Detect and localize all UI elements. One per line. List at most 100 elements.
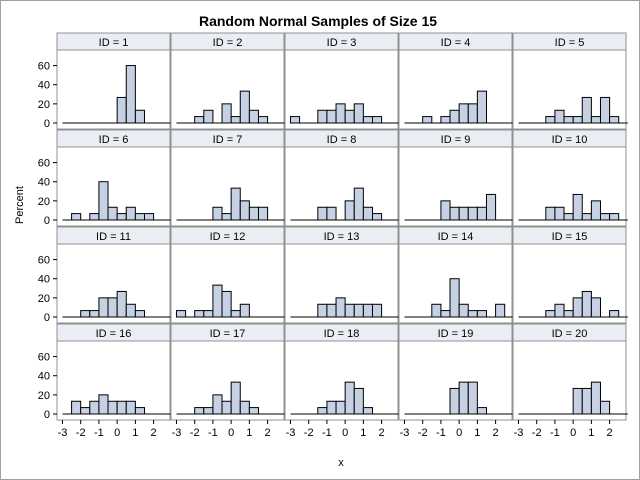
histogram-bar	[116, 290, 127, 318]
x-tick-label: -1	[322, 427, 332, 439]
histogram-bar	[609, 213, 620, 221]
histogram-bar	[362, 116, 373, 124]
histogram-bar	[485, 193, 497, 221]
histogram-bar	[221, 213, 232, 221]
histogram-bar	[554, 303, 565, 318]
x-tick-label: 0	[342, 427, 348, 439]
y-tick-label: 20	[38, 293, 50, 305]
histogram-bar	[326, 109, 337, 124]
y-tick-label: 60	[38, 61, 50, 73]
histogram-bar	[590, 116, 601, 124]
panel-13: ID = 13	[284, 226, 400, 324]
x-tick-label: -3	[514, 427, 524, 439]
panel-3: ID = 3	[284, 32, 400, 130]
x-tick-label: 1	[474, 427, 480, 439]
x-tick-label: 1	[132, 427, 138, 439]
panel-label: ID = 10	[552, 134, 588, 146]
x-tick-label: 0	[228, 427, 234, 439]
panel-label: ID = 2	[213, 37, 243, 49]
histogram-bar	[572, 297, 583, 318]
histogram-bar	[134, 310, 145, 318]
x-tick-label: -3	[286, 427, 296, 439]
histogram-bar	[248, 407, 259, 415]
x-tick-label: 0	[456, 427, 462, 439]
panel-label: ID = 11	[96, 231, 131, 243]
x-tick-label: 0	[570, 427, 576, 439]
histogram-bar	[563, 213, 574, 221]
histogram-bar	[581, 290, 592, 318]
x-tick-label: 2	[379, 427, 385, 439]
panel-label: ID = 14	[438, 231, 474, 243]
histogram-bar	[344, 303, 355, 318]
histogram-bar	[326, 206, 337, 221]
histogram-bar	[89, 400, 100, 415]
x-tick-label: -1	[436, 427, 446, 439]
x-tick-label: -2	[190, 427, 200, 439]
histogram-bar	[98, 181, 109, 221]
x-tick-label: 2	[493, 427, 499, 439]
histogram-bar	[353, 187, 364, 221]
histogram-bar	[326, 303, 337, 318]
histogram-bar	[590, 200, 601, 221]
histogram-bar	[554, 206, 565, 221]
histogram-bar	[440, 310, 451, 318]
histogram-bar	[248, 206, 259, 221]
panel-frame	[284, 146, 399, 227]
panel-19: ID = 19 -3 -2 -1 0 1 2	[398, 323, 514, 439]
chart-title: Random Normal Samples of Size 15	[199, 13, 437, 29]
histogram-bar	[80, 310, 91, 318]
x-tick-label: 1	[246, 427, 252, 439]
histogram-bar	[572, 116, 583, 124]
histogram-bar	[175, 310, 187, 318]
histogram-bar	[212, 394, 223, 415]
histogram-bar	[476, 310, 487, 318]
histogram-bar	[458, 103, 469, 124]
panel-label: ID = 17	[210, 328, 246, 340]
histogram-bar	[212, 284, 223, 318]
histogram-bar	[335, 297, 346, 318]
histogram-bar	[467, 103, 478, 124]
histogram-bar	[590, 297, 601, 318]
x-axis-label: x	[338, 457, 344, 469]
panel-label: ID = 9	[441, 134, 471, 146]
x-tick-label: 0	[114, 427, 120, 439]
histogram-bar	[125, 65, 136, 124]
histogram-bar	[353, 387, 364, 415]
y-tick-label: 20	[38, 390, 50, 402]
histogram-bar	[362, 303, 373, 318]
histogram-bar	[230, 187, 241, 221]
histogram-bar	[98, 297, 109, 318]
histogram-bar	[80, 407, 91, 415]
panel-label: ID = 16	[96, 328, 132, 340]
histogram-bar	[563, 116, 574, 124]
panel-7: ID = 7	[170, 129, 286, 227]
histogram-bar	[572, 193, 583, 221]
histogram-bar	[134, 109, 145, 124]
y-tick-label: 40	[38, 274, 50, 286]
histogram-bar	[230, 310, 241, 318]
histogram-bar	[248, 109, 259, 124]
x-tick-label: -3	[58, 427, 68, 439]
panel-label: ID = 12	[210, 231, 246, 243]
panel-frame	[512, 243, 627, 324]
histogram-bar	[116, 400, 127, 415]
histogram-bar	[143, 213, 155, 221]
x-tick-label: -2	[418, 427, 428, 439]
panel-20: ID = 20 -3 -2 -1 0 1 2	[512, 323, 628, 439]
panel-1: ID = 1 0 20 40 60	[38, 32, 172, 130]
histogram-bar	[609, 310, 620, 318]
histogram-bar	[362, 206, 373, 221]
histogram-bar	[422, 116, 433, 124]
histogram-bar	[71, 400, 82, 415]
histogram-bar	[203, 109, 214, 124]
histogram-bar	[116, 213, 127, 221]
histogram-bar	[317, 407, 328, 415]
panel-label: ID = 15	[552, 231, 588, 243]
histogram-bar	[89, 310, 100, 318]
histogram-bar	[98, 394, 109, 415]
histogram-bar	[440, 200, 451, 221]
histogram-bar	[203, 310, 214, 318]
histogram-bar	[467, 310, 478, 318]
